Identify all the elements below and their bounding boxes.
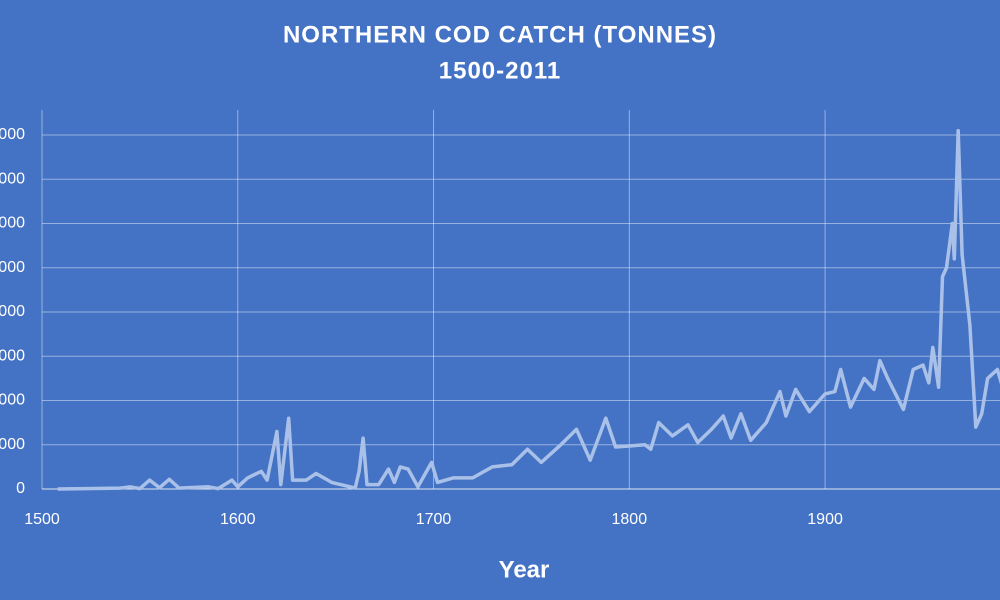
- chart-title: NORTHERN COD CATCH (TONNES): [283, 21, 717, 48]
- x-tick-label: 1600: [220, 511, 256, 528]
- y-tick-label: 0: [16, 480, 25, 497]
- y-tick-label: 300,000: [0, 347, 25, 364]
- x-tick-label: 1800: [612, 511, 648, 528]
- y-tick-label: 600,000: [0, 215, 25, 232]
- x-axis-title: Year: [499, 556, 550, 583]
- y-tick-label: 700,000: [0, 170, 25, 187]
- x-tick-label: 1900: [807, 511, 843, 528]
- x-tick-label: 1700: [416, 511, 452, 528]
- y-tick-label: 200,000: [0, 392, 25, 409]
- chart-subtitle: 1500-2011: [439, 57, 561, 84]
- y-tick-label: 400,000: [0, 303, 25, 320]
- y-tick-label: 500,000: [0, 259, 25, 276]
- y-tick-label: 800,000: [0, 126, 25, 143]
- data-line: [57, 128, 1000, 491]
- y-tick-label: 100,000: [0, 436, 25, 453]
- x-tick-label: 1500: [24, 511, 60, 528]
